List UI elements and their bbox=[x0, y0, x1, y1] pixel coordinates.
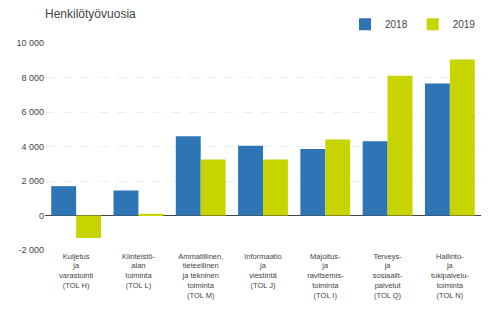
svg-text:4 000: 4 000 bbox=[21, 142, 44, 152]
svg-text:Hallinto-jatukipalvelu-toimint: Hallinto-jatukipalvelu-toiminta(TOL N) bbox=[431, 252, 469, 300]
svg-text:2018: 2018 bbox=[385, 19, 408, 30]
svg-text:0: 0 bbox=[39, 211, 44, 221]
svg-text:10 000: 10 000 bbox=[16, 38, 44, 48]
svg-text:Kiinteistö-alantoiminta(TOL L): Kiinteistö-alantoiminta(TOL L) bbox=[122, 252, 155, 290]
svg-text:6 000: 6 000 bbox=[21, 107, 44, 117]
svg-text:8 000: 8 000 bbox=[21, 73, 44, 83]
svg-text:Kuljetusjavarastointi(TOL H): Kuljetusjavarastointi(TOL H) bbox=[59, 252, 94, 290]
svg-text:2 000: 2 000 bbox=[21, 176, 44, 186]
svg-text:Terveys-jasosiaalit-palvelut(T: Terveys-jasosiaalit-palvelut(TOL Q) bbox=[373, 252, 403, 300]
svg-text:Ammatillinen,tieteellinenja te: Ammatillinen,tieteellinenja tekninentoim… bbox=[178, 252, 223, 300]
svg-text:-2 000: -2 000 bbox=[18, 245, 44, 255]
svg-text:2019: 2019 bbox=[453, 19, 476, 30]
svg-text:Henkilötyövuosia: Henkilötyövuosia bbox=[45, 7, 136, 21]
svg-text:Majoitus-jaravitsemis-toiminta: Majoitus-jaravitsemis-toiminta(TOL I) bbox=[307, 252, 344, 300]
svg-text:Informaatiojaviestintä(TOL J): Informaatiojaviestintä(TOL J) bbox=[244, 252, 282, 290]
